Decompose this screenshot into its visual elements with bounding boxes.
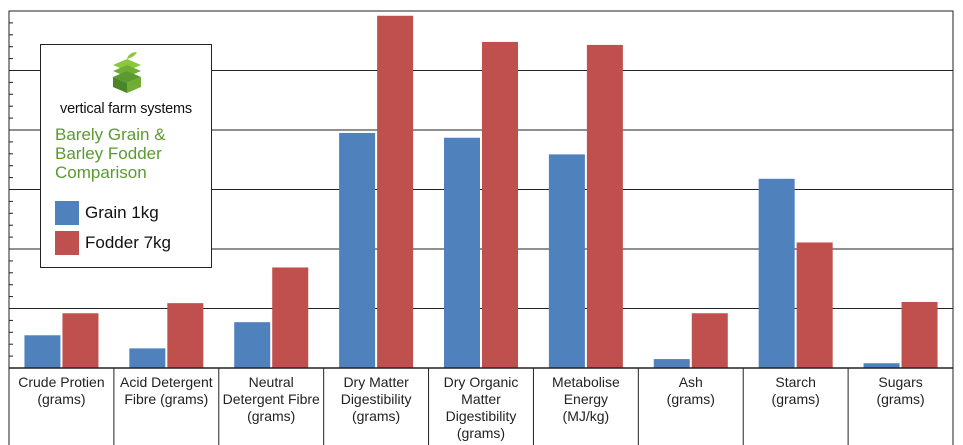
- category-label: Acid Detergent: [120, 374, 213, 390]
- legend: vertical farm systems Barely Grain & Bar…: [40, 44, 212, 268]
- bars: [24, 15, 938, 368]
- category-label: (grams): [247, 408, 295, 424]
- category-label: Neutral: [249, 374, 294, 390]
- category-label: Ash: [679, 374, 703, 390]
- category-label: Digestibility: [341, 391, 412, 407]
- category-label: Fibre (grams): [124, 391, 208, 407]
- category-label: Crude Protien: [18, 374, 104, 390]
- legend-label-fodder: Fodder 7kg: [85, 233, 171, 252]
- category-label: (grams): [457, 425, 505, 441]
- bar-fodder: [167, 303, 204, 368]
- category-label: Dry Matter: [343, 374, 409, 390]
- bar-fodder: [272, 267, 309, 368]
- category-label: (grams): [876, 391, 924, 407]
- category-label: (grams): [667, 391, 715, 407]
- category-label: Matter: [461, 391, 501, 407]
- legend-label-grain: Grain 1kg: [85, 203, 159, 222]
- bar-grain: [129, 348, 166, 368]
- bar-fodder: [586, 44, 623, 368]
- legend-title-line: Barely Grain &: [55, 125, 166, 144]
- category-label: (grams): [772, 391, 820, 407]
- category-label: Sugars: [878, 374, 922, 390]
- category-label: Metabolise: [552, 374, 620, 390]
- brand-name: vertical farm systems: [60, 101, 192, 117]
- bar-grain: [234, 322, 271, 368]
- legend-title-line: Comparison: [55, 163, 147, 182]
- bar-fodder: [482, 41, 518, 368]
- legend-title-line: Barley Fodder: [55, 144, 162, 163]
- category-label: Starch: [775, 374, 815, 390]
- category-label: Digestibility: [446, 408, 517, 424]
- layered-farm-logo-icon: [113, 52, 141, 93]
- category-label: (MJ/kg): [563, 408, 610, 424]
- plot-frame: [8, 10, 954, 445]
- bar-fodder: [691, 313, 728, 368]
- category-label: Detergent Fibre: [223, 391, 320, 407]
- bar-grain: [24, 335, 61, 368]
- bar-grain: [653, 359, 690, 368]
- bar-fodder: [901, 301, 938, 368]
- bar-grain: [863, 363, 900, 368]
- bar-grain: [444, 137, 480, 368]
- legend-entry-fodder: Fodder 7kg: [55, 231, 171, 255]
- category-label: Dry Organic: [444, 374, 519, 390]
- bar-grain: [548, 154, 585, 368]
- bar-fodder: [796, 242, 833, 368]
- category-label: Energy: [564, 391, 608, 407]
- category-label: (grams): [352, 408, 400, 424]
- category-labels: Crude Protien(grams)Acid DetergentFibre …: [18, 374, 924, 441]
- bar-fodder: [62, 313, 99, 368]
- legend-title: Barely Grain & Barley Fodder Comparison: [55, 125, 205, 182]
- bar-grain: [758, 178, 795, 368]
- bar-fodder: [377, 15, 414, 368]
- legend-swatch-fodder: [55, 231, 79, 255]
- legend-swatch-grain: [55, 201, 79, 225]
- category-label: (grams): [37, 391, 85, 407]
- legend-entry-grain: Grain 1kg: [55, 201, 159, 225]
- bar-grain: [339, 132, 376, 368]
